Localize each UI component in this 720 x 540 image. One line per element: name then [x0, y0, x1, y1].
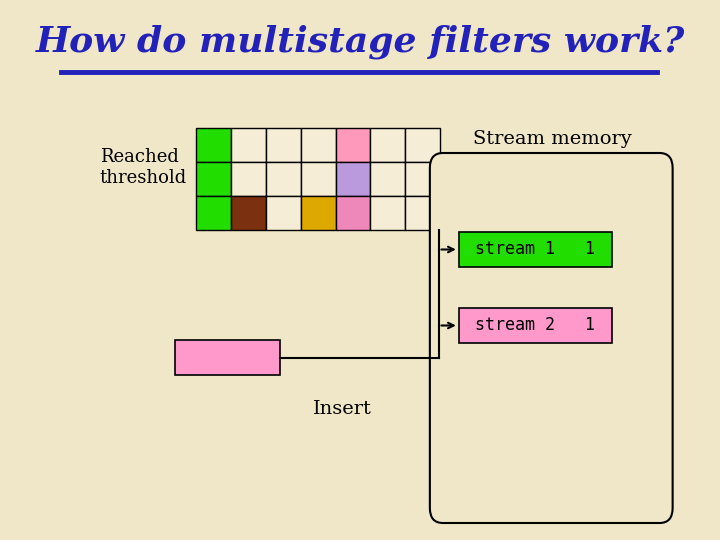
Bar: [266, 162, 301, 196]
Bar: [196, 128, 230, 162]
Bar: [230, 162, 266, 196]
Text: stream 1   1: stream 1 1: [475, 240, 595, 259]
Bar: [175, 340, 279, 375]
Bar: [266, 128, 301, 162]
Bar: [405, 128, 441, 162]
Bar: [459, 232, 611, 267]
Bar: [336, 196, 371, 230]
Bar: [266, 196, 301, 230]
Text: Insert: Insert: [313, 400, 372, 418]
Bar: [301, 196, 336, 230]
Text: Reached
threshold: Reached threshold: [100, 148, 187, 187]
Bar: [405, 196, 441, 230]
Bar: [371, 196, 405, 230]
Text: How do multistage filters work?: How do multistage filters work?: [35, 25, 685, 59]
Bar: [230, 128, 266, 162]
Bar: [371, 162, 405, 196]
Bar: [371, 128, 405, 162]
Bar: [301, 162, 336, 196]
Bar: [336, 162, 371, 196]
Bar: [405, 162, 441, 196]
Bar: [196, 162, 230, 196]
Text: stream 2   1: stream 2 1: [475, 316, 595, 334]
Bar: [336, 128, 371, 162]
FancyBboxPatch shape: [430, 153, 672, 523]
Bar: [196, 196, 230, 230]
Bar: [230, 196, 266, 230]
Bar: [301, 128, 336, 162]
Text: Stream memory: Stream memory: [473, 130, 631, 148]
Bar: [459, 308, 611, 343]
